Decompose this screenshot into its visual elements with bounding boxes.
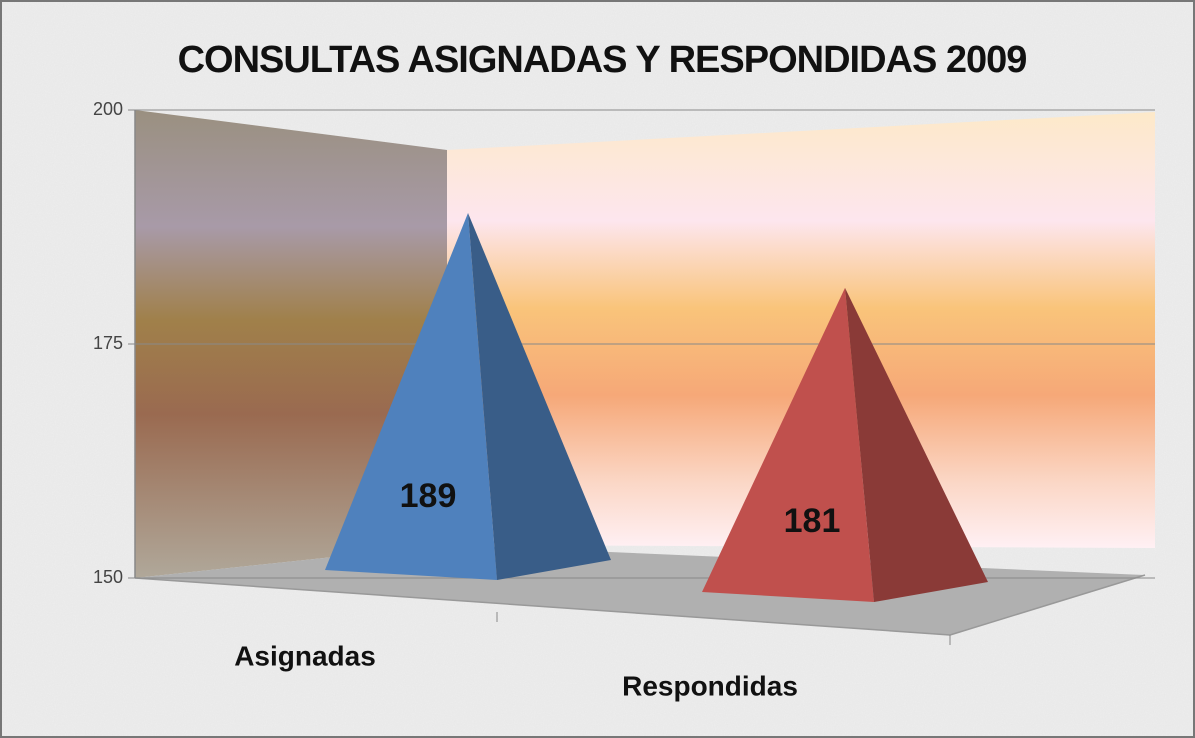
floor-edge [949,574,1146,636]
y-tick-label: 175 [93,333,123,353]
value-label: 181 [784,502,841,540]
pyramid-side [468,212,611,580]
pyramid-front [325,212,497,580]
chart-title: CONSULTAS ASIGNADAS Y RESPONDIDAS 2009 [178,39,1027,81]
y-tick-label: 150 [93,567,123,587]
pyramid-front [702,287,874,602]
y-tick-label: 200 [93,99,123,119]
value-label: 189 [400,477,457,515]
pyramid [325,212,611,580]
x-tick-label: Asignadas [234,640,376,671]
pyramid-side [845,287,988,602]
pyramid [702,287,988,602]
back-wall [447,112,1155,548]
x-tick-label: Respondidas [622,670,798,701]
floor-edge [134,577,951,636]
